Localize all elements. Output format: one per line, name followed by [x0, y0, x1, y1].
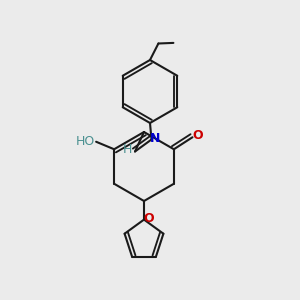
Text: O: O	[143, 212, 154, 225]
Text: H: H	[123, 142, 132, 156]
Text: O: O	[193, 129, 203, 142]
Text: HO: HO	[76, 135, 95, 148]
Text: N: N	[150, 131, 160, 145]
